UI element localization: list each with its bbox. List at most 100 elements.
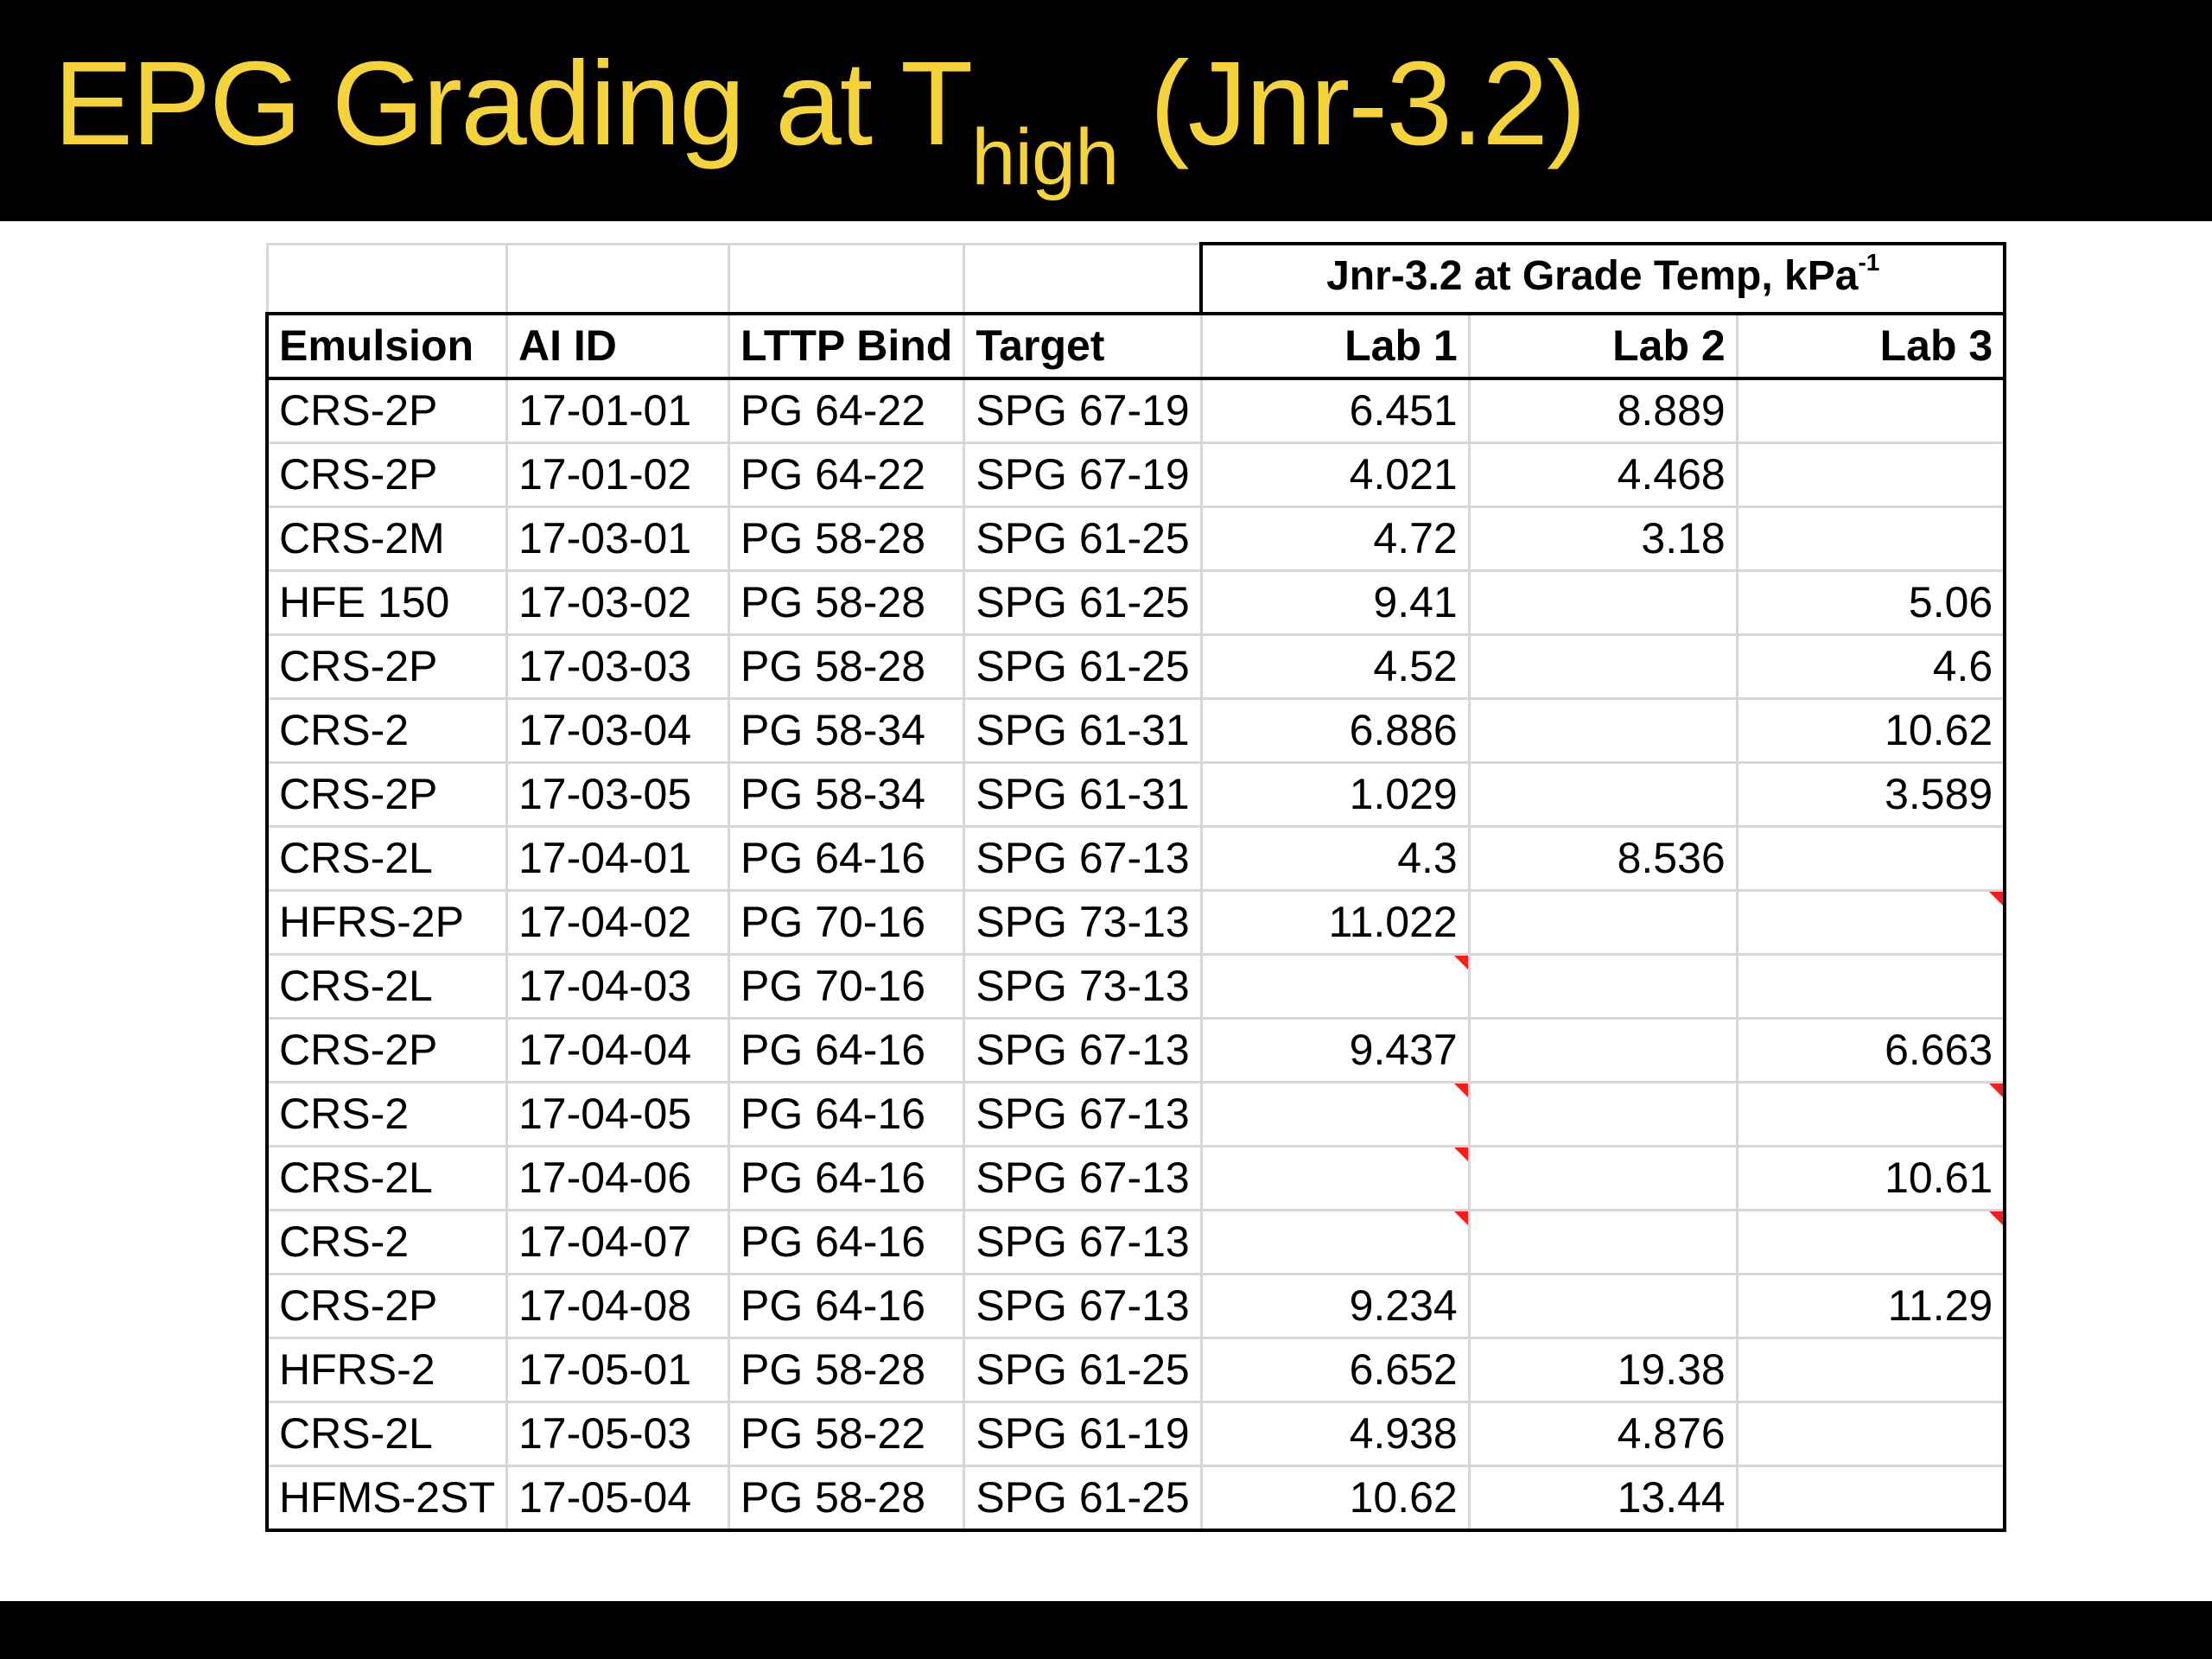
- table-cell[interactable]: CRS-2L: [265, 1401, 508, 1467]
- table-cell[interactable]: CRS-2L: [265, 1145, 508, 1211]
- table-cell[interactable]: 3.18: [1467, 505, 1738, 572]
- table-cell[interactable]: PG 70-16: [727, 953, 966, 1020]
- table-cell[interactable]: HFE 150: [265, 569, 508, 636]
- group-header-jnr[interactable]: Jnr-3.2 at Grade Temp, kPa-1: [1199, 242, 2007, 315]
- table-cell[interactable]: PG 58-28: [727, 505, 966, 572]
- table-cell[interactable]: SPG 61-31: [963, 697, 1203, 764]
- table-cell[interactable]: [1735, 1337, 2007, 1403]
- table-cell[interactable]: SPG 61-25: [963, 1465, 1203, 1532]
- spreadsheet-cell[interactable]: [963, 242, 1203, 315]
- table-cell[interactable]: [1467, 1145, 1738, 1211]
- table-cell[interactable]: PG 64-22: [727, 442, 966, 508]
- table-cell[interactable]: [1467, 1081, 1738, 1147]
- table-cell[interactable]: SPG 67-13: [963, 1145, 1203, 1211]
- table-cell[interactable]: [1467, 953, 1738, 1020]
- table-cell[interactable]: 8.536: [1467, 825, 1738, 892]
- table-cell[interactable]: 4.52: [1199, 633, 1471, 700]
- table-cell[interactable]: HFRS-2P: [265, 889, 508, 956]
- table-cell[interactable]: 17-03-04: [505, 697, 730, 764]
- table-cell[interactable]: [1467, 633, 1738, 700]
- column-header[interactable]: Lab 3: [1735, 312, 2007, 380]
- table-cell[interactable]: 17-04-08: [505, 1273, 730, 1339]
- table-cell[interactable]: SPG 67-19: [963, 442, 1203, 508]
- column-header[interactable]: Lab 2: [1467, 312, 1738, 380]
- table-cell[interactable]: CRS-2P: [265, 761, 508, 828]
- table-cell[interactable]: 4.876: [1467, 1401, 1738, 1467]
- table-cell[interactable]: SPG 61-25: [963, 569, 1203, 636]
- table-cell[interactable]: CRS-2: [265, 1081, 508, 1147]
- table-cell[interactable]: 17-03-05: [505, 761, 730, 828]
- table-cell[interactable]: CRS-2M: [265, 505, 508, 572]
- table-cell[interactable]: CRS-2P: [265, 633, 508, 700]
- table-cell[interactable]: SPG 67-13: [963, 1209, 1203, 1275]
- table-cell[interactable]: 17-04-06: [505, 1145, 730, 1211]
- table-cell[interactable]: 17-05-04: [505, 1465, 730, 1532]
- table-cell[interactable]: [1735, 377, 2007, 444]
- table-cell[interactable]: CRS-2P: [265, 442, 508, 508]
- table-cell[interactable]: SPG 67-13: [963, 1017, 1203, 1084]
- table-cell[interactable]: 17-05-01: [505, 1337, 730, 1403]
- table-cell[interactable]: HFMS-2ST: [265, 1465, 508, 1532]
- column-header[interactable]: Target: [963, 312, 1203, 380]
- table-cell[interactable]: [1199, 1209, 1471, 1275]
- spreadsheet-cell[interactable]: [505, 242, 730, 315]
- table-cell[interactable]: 13.44: [1467, 1465, 1738, 1532]
- table-cell[interactable]: 8.889: [1467, 377, 1738, 444]
- table-cell[interactable]: 17-03-01: [505, 505, 730, 572]
- table-cell[interactable]: 4.468: [1467, 442, 1738, 508]
- column-header[interactable]: LTTP Bind: [727, 312, 966, 380]
- table-cell[interactable]: PG 64-22: [727, 377, 966, 444]
- table-cell[interactable]: PG 58-28: [727, 633, 966, 700]
- table-cell[interactable]: [1735, 505, 2007, 572]
- table-cell[interactable]: CRS-2P: [265, 377, 508, 444]
- table-cell[interactable]: 9.234: [1199, 1273, 1471, 1339]
- table-cell[interactable]: 17-04-04: [505, 1017, 730, 1084]
- comment-indicator-icon[interactable]: [1989, 1211, 2004, 1225]
- table-cell[interactable]: 6.886: [1199, 697, 1471, 764]
- table-cell[interactable]: [1735, 442, 2007, 508]
- table-cell[interactable]: [1735, 1401, 2007, 1467]
- table-cell[interactable]: 6.663: [1735, 1017, 2007, 1084]
- comment-indicator-icon[interactable]: [1453, 1211, 1468, 1225]
- comment-indicator-icon[interactable]: [1453, 956, 1468, 969]
- table-cell[interactable]: [1467, 1017, 1738, 1084]
- table-cell[interactable]: 17-05-03: [505, 1401, 730, 1467]
- table-cell[interactable]: 19.38: [1467, 1337, 1738, 1403]
- table-cell[interactable]: PG 58-34: [727, 761, 966, 828]
- table-cell[interactable]: PG 58-34: [727, 697, 966, 764]
- table-cell[interactable]: 17-04-02: [505, 889, 730, 956]
- table-cell[interactable]: 17-01-02: [505, 442, 730, 508]
- table-cell[interactable]: PG 64-16: [727, 1017, 966, 1084]
- table-cell[interactable]: SPG 61-19: [963, 1401, 1203, 1467]
- table-cell[interactable]: 17-03-03: [505, 633, 730, 700]
- table-cell[interactable]: 4.6: [1735, 633, 2007, 700]
- table-cell[interactable]: 3.589: [1735, 761, 2007, 828]
- table-cell[interactable]: 17-03-02: [505, 569, 730, 636]
- table-cell[interactable]: 17-04-01: [505, 825, 730, 892]
- table-cell[interactable]: PG 64-16: [727, 1145, 966, 1211]
- table-cell[interactable]: PG 58-22: [727, 1401, 966, 1467]
- table-cell[interactable]: [1735, 1209, 2007, 1275]
- table-cell[interactable]: 17-04-03: [505, 953, 730, 1020]
- table-cell[interactable]: [1467, 889, 1738, 956]
- table-cell[interactable]: SPG 61-25: [963, 505, 1203, 572]
- spreadsheet-cell[interactable]: [727, 242, 966, 315]
- table-cell[interactable]: [1467, 1273, 1738, 1339]
- table-cell[interactable]: [1199, 953, 1471, 1020]
- table-cell[interactable]: HFRS-2: [265, 1337, 508, 1403]
- table-cell[interactable]: CRS-2P: [265, 1017, 508, 1084]
- table-cell[interactable]: PG 58-28: [727, 1465, 966, 1532]
- table-cell[interactable]: [1467, 569, 1738, 636]
- column-header[interactable]: AI ID: [505, 312, 730, 380]
- table-cell[interactable]: PG 64-16: [727, 1209, 966, 1275]
- table-cell[interactable]: 6.451: [1199, 377, 1471, 444]
- comment-indicator-icon[interactable]: [1453, 1084, 1468, 1097]
- column-header[interactable]: Emulsion: [265, 312, 508, 380]
- table-cell[interactable]: 10.62: [1199, 1465, 1471, 1532]
- table-cell[interactable]: [1467, 697, 1738, 764]
- table-cell[interactable]: PG 58-28: [727, 569, 966, 636]
- table-cell[interactable]: 4.938: [1199, 1401, 1471, 1467]
- table-cell[interactable]: 17-01-01: [505, 377, 730, 444]
- table-cell[interactable]: [1735, 953, 2007, 1020]
- table-cell[interactable]: [1735, 1081, 2007, 1147]
